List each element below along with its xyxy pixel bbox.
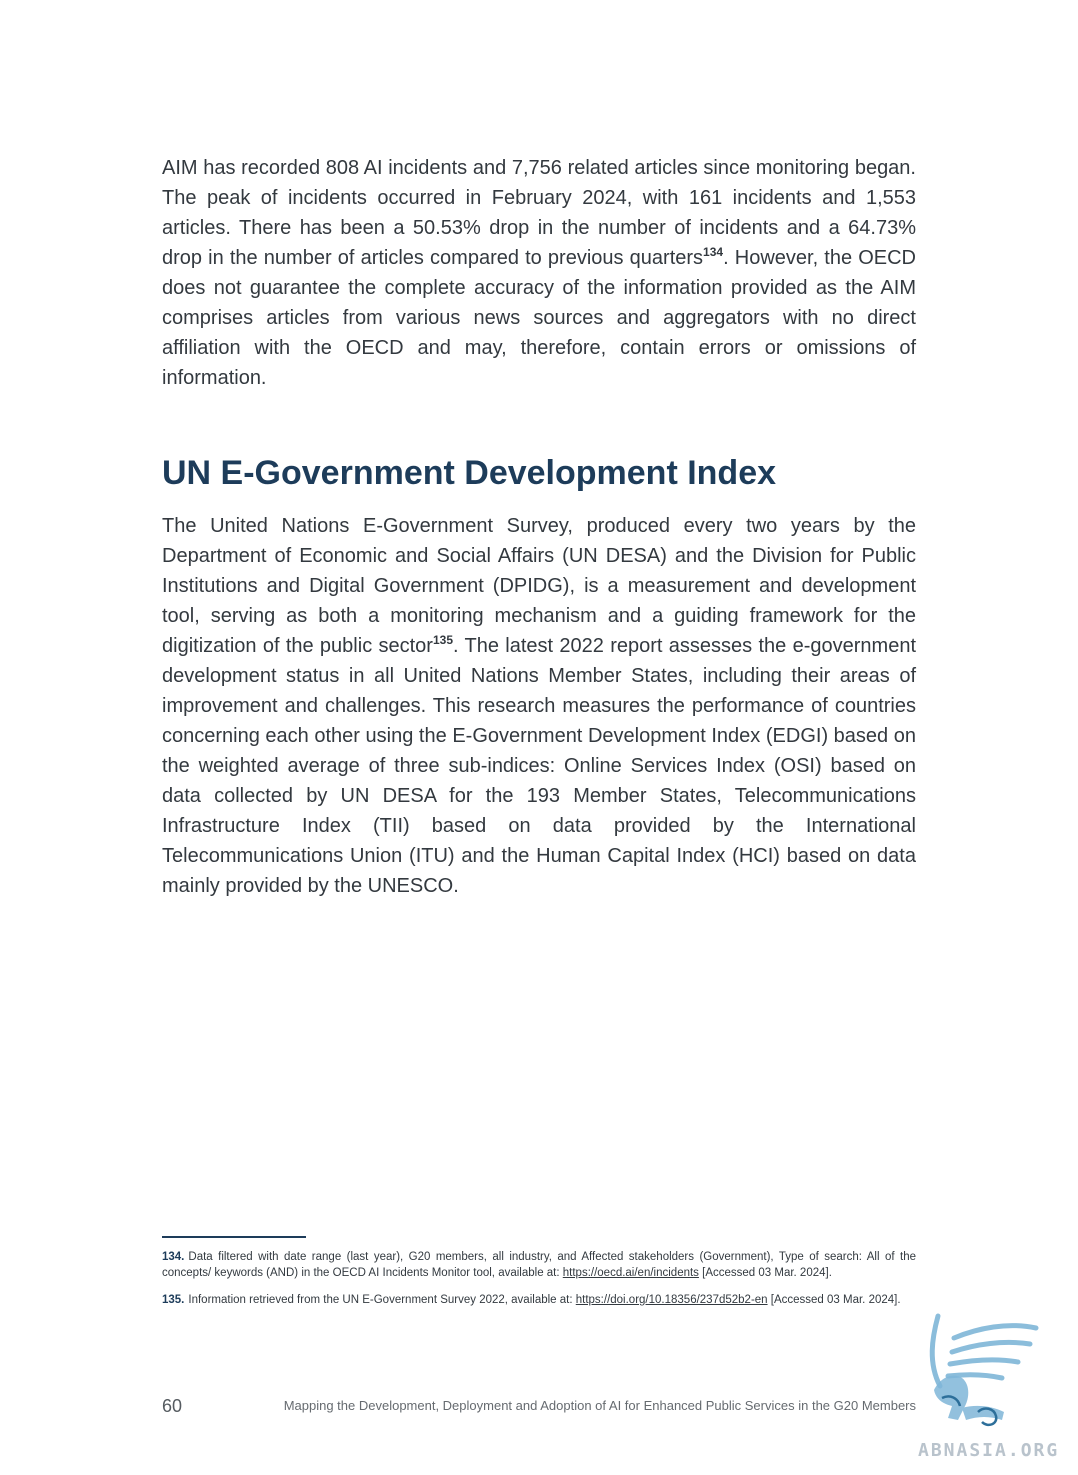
footer-title: Mapping the Development, Deployment and … <box>283 1398 916 1413</box>
footnote-number: 134. <box>162 1251 185 1263</box>
paragraph-text: The United Nations E-Government Survey, … <box>162 515 916 657</box>
paragraph-text: . The latest 2022 report assesses the e-… <box>162 635 917 897</box>
footnote-link[interactable]: https://oecd.ai/en/incidents <box>562 1267 699 1279</box>
body-paragraph-egov: The United Nations E-Government Survey, … <box>162 511 916 901</box>
footnote-number: 135. <box>162 1294 185 1306</box>
footnote-text: Data filtered with date range (last year… <box>162 1251 916 1279</box>
footnote-134: 134. Data filtered with date range (last … <box>162 1249 916 1281</box>
page-number: 60 <box>162 1396 183 1416</box>
watermark-text: ABNASIA.ORG <box>918 1440 1060 1461</box>
footnote-text: Information retrieved from the UN E-Gove… <box>188 1294 576 1306</box>
section-heading: UN E-Government Development Index <box>162 454 777 492</box>
footnote-accessed: [Accessed 03 Mar. 2024]. <box>698 1267 832 1279</box>
footnote-135: 135. Information retrieved from the UN E-… <box>162 1292 916 1308</box>
footnote-accessed: [Accessed 03 Mar. 2024]. <box>767 1294 901 1306</box>
footnote-link[interactable]: https://doi.org/10.18356/237d52b2-en <box>575 1294 768 1306</box>
paragraph-text: AIM has recorded 808 AI incidents and 7,… <box>162 157 916 269</box>
footnote-divider <box>162 1236 306 1238</box>
footnote-ref-134[interactable]: 134 <box>703 245 724 259</box>
footnote-ref-135[interactable]: 135 <box>432 633 454 647</box>
paragraph-text: . However, the OECD does not guarantee t… <box>162 247 916 389</box>
griffin-logo-icon <box>929 1313 1039 1427</box>
body-paragraph-aim: AIM has recorded 808 AI incidents and 7,… <box>162 153 916 393</box>
